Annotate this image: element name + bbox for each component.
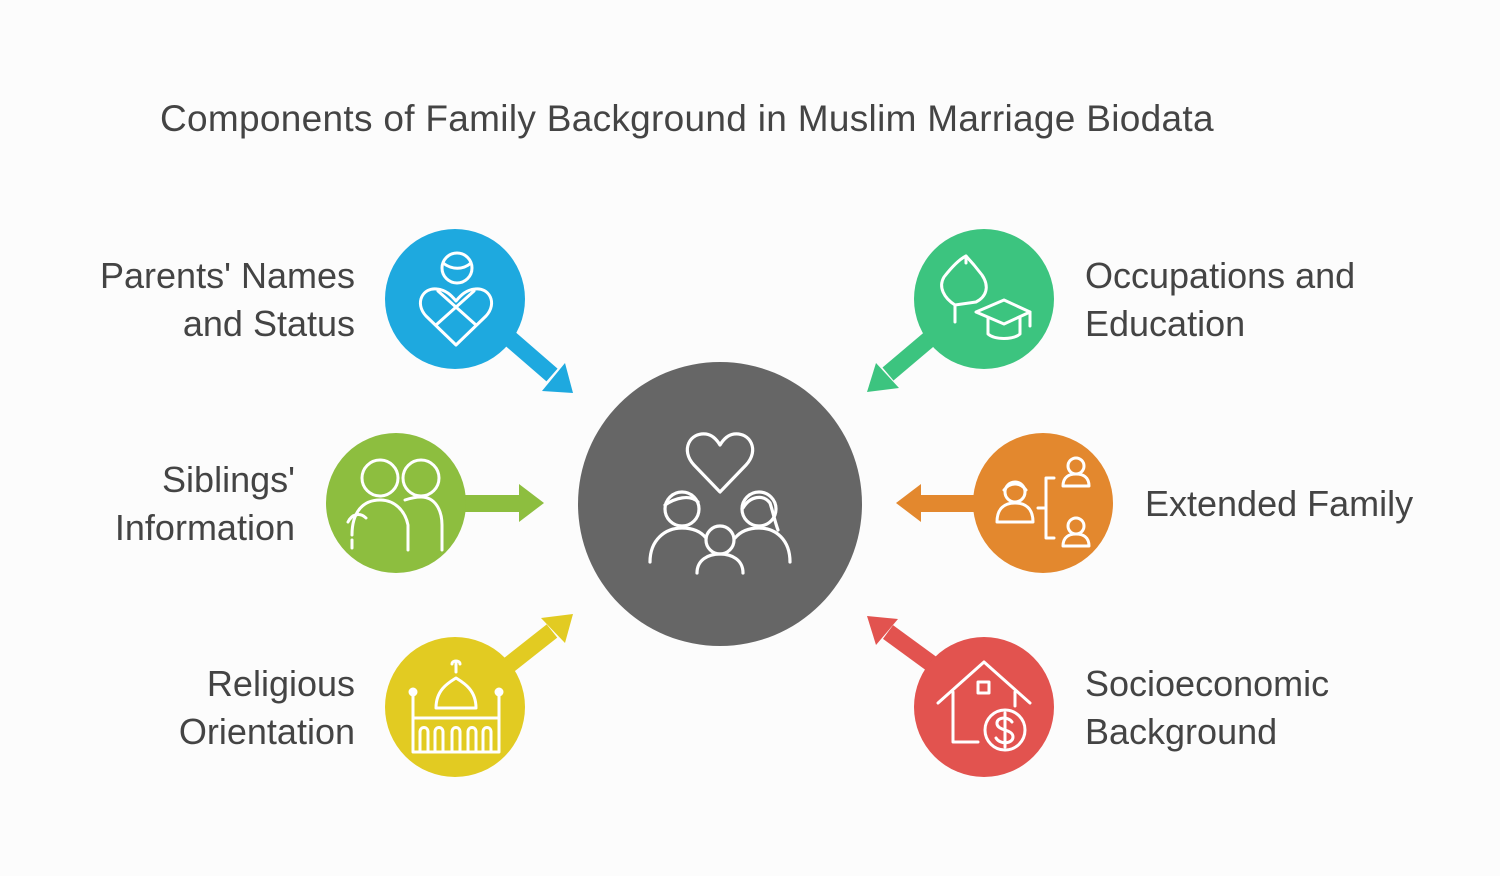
family-heart-icon: [648, 432, 792, 575]
connector-extended: [896, 484, 980, 522]
graduation-cap-icon: [940, 254, 1032, 340]
center-hub: [578, 362, 862, 646]
label-occupations: Occupations and Education: [1085, 255, 1356, 344]
connector-siblings: [462, 484, 544, 522]
node-siblings: [326, 433, 466, 573]
node-circle: [914, 637, 1054, 777]
connector-religious: [494, 614, 573, 679]
house-dollar-icon: [936, 660, 1032, 752]
connector-socioeconomic: [867, 616, 946, 677]
person-heart-icon: [419, 251, 493, 347]
diagram-title: Components of Family Background in Musli…: [160, 98, 1214, 139]
label-parents: Parents' Names and Status: [100, 255, 355, 344]
label-siblings: Siblings' Information: [114, 459, 295, 548]
siblings-icon: [346, 458, 444, 552]
label-religious: Religious Orientation: [178, 663, 355, 752]
label-socioeconomic: Socioeconomic Background: [1085, 663, 1330, 752]
node-circle: [326, 433, 466, 573]
node-parents: [385, 229, 525, 369]
node-extended: [973, 433, 1113, 573]
node-occupations: [914, 229, 1054, 369]
node-circle: [973, 433, 1113, 573]
node-religious: [385, 637, 525, 777]
center-circle: [578, 362, 862, 646]
mosque-icon: [408, 659, 504, 754]
family-tree-icon: [995, 456, 1091, 548]
label-extended: Extended Family: [1145, 483, 1414, 524]
node-circle: [914, 229, 1054, 369]
node-socioeconomic: [914, 637, 1054, 777]
